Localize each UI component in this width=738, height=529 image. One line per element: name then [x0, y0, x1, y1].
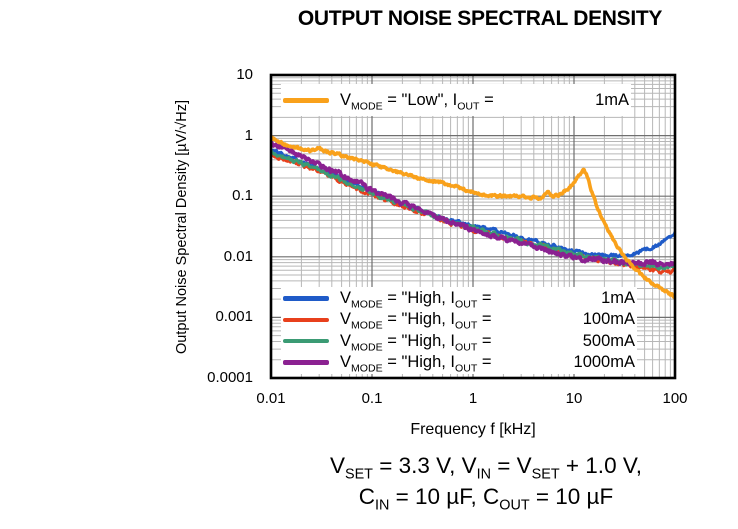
caption-line-2: CIN = 10 µF, COUT = 10 µF	[358, 484, 614, 514]
legend-entry: VMODE = "Low", IOUT = 1mA	[283, 90, 629, 111]
legend-label: VMODE = "High, IOUT =	[340, 352, 492, 375]
legend-value: 100mA	[582, 310, 635, 329]
legend-entry: VMODE = "High, IOUT = 500mA	[283, 331, 635, 352]
y-tick-label: 0.001	[215, 308, 253, 326]
y-tick-label: 10	[236, 66, 253, 83]
x-tick-label: 1	[468, 390, 478, 407]
legend-label: VMODE = "Low", IOUT =	[340, 90, 494, 112]
legend-value: 1000mA	[573, 352, 635, 371]
legend-swatch-line	[283, 317, 329, 323]
legend-swatch-line	[283, 360, 329, 365]
plot-border	[269, 73, 677, 380]
curves	[271, 135, 675, 300]
legend-entry: VMODE = "High, IOUT = 1mA	[283, 288, 635, 311]
legend-label: VMODE = "High, IOUT =	[340, 289, 492, 311]
caption-line-1: VSET = 3.3 V, VIN = VSET + 1.0 V,	[329, 453, 643, 483]
series-curve	[271, 135, 675, 300]
legend-swatch-line	[283, 338, 329, 344]
x-axis-title: Frequency f [kHz]	[410, 421, 536, 438]
legend-value: 500mA	[582, 331, 635, 350]
legend-top: VMODE = "Low", IOUT = 1mA	[281, 84, 631, 116]
series-curve	[271, 140, 675, 268]
legend-value: 1mA	[595, 90, 629, 109]
chart-title: OUTPUT NOISE SPECTRAL DENSITY	[297, 7, 663, 30]
x-tick-label: 10	[565, 390, 583, 407]
y-tick-label: 0.1	[232, 187, 253, 205]
legend-bottom: VMODE = "High, IOUT = 1mA VMODE = "High, I…	[281, 287, 637, 374]
x-tick-label: 100	[662, 390, 688, 407]
legend-label: VMODE = "High, IOUT =	[340, 331, 492, 353]
y-tick-label: 1	[244, 126, 253, 144]
test-conditions-caption: VSET = 3.3 V, VIN = VSET + 1.0 V, CIN = …	[240, 450, 732, 514]
legend-swatch-line	[283, 97, 329, 103]
legend-entry: VMODE = "High, IOUT = 1000mA	[283, 352, 635, 373]
x-tick-label: 0.1	[361, 390, 383, 407]
legend-label: VMODE = "High, IOUT =	[340, 310, 492, 332]
x-tick-label: 0.01	[256, 390, 286, 407]
y-axis-title: Output Noise Spectral Density [µV/√Hz]	[174, 99, 190, 355]
legend-entry: VMODE = "High, IOUT = 100mA	[283, 309, 635, 332]
y-tick-label: 0.0001	[207, 369, 253, 386]
legend-value: 1mA	[601, 289, 635, 308]
y-tick-label: 0.01	[223, 247, 253, 265]
legend-swatch-line	[283, 296, 329, 301]
